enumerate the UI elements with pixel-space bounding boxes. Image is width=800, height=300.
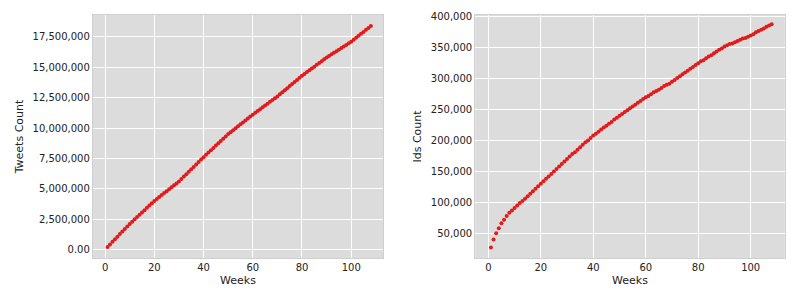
svg-text:80: 80 bbox=[296, 262, 309, 273]
svg-text:15,000,000: 15,000,000 bbox=[33, 62, 90, 73]
svg-text:250,000: 250,000 bbox=[431, 104, 472, 115]
svg-text:Tweets Count: Tweets Count bbox=[13, 99, 26, 174]
svg-text:60: 60 bbox=[639, 262, 652, 273]
svg-text:100: 100 bbox=[741, 262, 760, 273]
svg-text:100: 100 bbox=[342, 262, 361, 273]
svg-text:80: 80 bbox=[692, 262, 705, 273]
svg-text:Weeks: Weeks bbox=[220, 274, 256, 287]
svg-text:20: 20 bbox=[534, 262, 547, 273]
svg-text:0: 0 bbox=[102, 262, 108, 273]
svg-text:20: 20 bbox=[148, 262, 161, 273]
svg-text:17,500,000: 17,500,000 bbox=[33, 31, 90, 42]
svg-text:12,500,000: 12,500,000 bbox=[33, 92, 90, 103]
svg-text:7,500,000: 7,500,000 bbox=[39, 153, 90, 164]
svg-text:300,000: 300,000 bbox=[431, 73, 472, 84]
svg-text:40: 40 bbox=[197, 262, 210, 273]
svg-text:50,000: 50,000 bbox=[437, 228, 472, 239]
svg-text:Ids Count: Ids Count bbox=[411, 110, 424, 163]
svg-text:100,000: 100,000 bbox=[431, 197, 472, 208]
svg-text:0: 0 bbox=[485, 262, 491, 273]
svg-text:10,000,000: 10,000,000 bbox=[33, 123, 90, 134]
svg-text:2,500,000: 2,500,000 bbox=[39, 214, 90, 225]
svg-text:40: 40 bbox=[587, 262, 600, 273]
svg-text:5,000,000: 5,000,000 bbox=[39, 183, 90, 194]
svg-text:400,000: 400,000 bbox=[431, 11, 472, 22]
svg-text:0.00: 0.00 bbox=[68, 244, 90, 255]
svg-text:150,000: 150,000 bbox=[431, 166, 472, 177]
svg-text:200,000: 200,000 bbox=[431, 135, 472, 146]
svg-text:Weeks: Weeks bbox=[612, 274, 648, 287]
svg-text:60: 60 bbox=[246, 262, 259, 273]
svg-text:350,000: 350,000 bbox=[431, 42, 472, 53]
